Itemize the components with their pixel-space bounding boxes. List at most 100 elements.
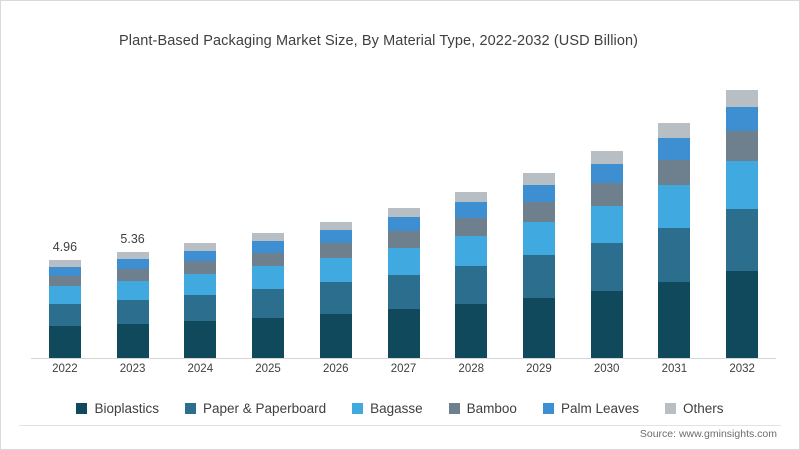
segment-bagasse-2028 [455, 235, 488, 266]
bar-2029[interactable] [522, 173, 555, 358]
segment-bioplastics-2030 [590, 290, 623, 358]
legend-label: Bioplastics [94, 400, 160, 416]
segment-paper-paperboard-2024 [184, 294, 217, 321]
bar-2025[interactable] [252, 233, 285, 358]
legend-label: Bagasse [370, 400, 423, 416]
segment-others-2031 [658, 122, 691, 139]
legend-label: Paper & Paperboard [203, 400, 327, 416]
segment-paper-paperboard-2032 [726, 209, 759, 272]
segment-bagasse-2025 [252, 266, 285, 289]
segment-others-2023 [116, 252, 149, 260]
x-tick-2022: 2022 [52, 363, 78, 375]
segment-bioplastics-2029 [522, 298, 555, 358]
segment-bagasse-2023 [116, 280, 149, 300]
segment-bamboo-2023 [116, 269, 149, 281]
segment-palm-leaves-2027 [387, 217, 420, 232]
x-tick-2029: 2029 [526, 363, 552, 375]
legend-item-bioplastics[interactable]: Bioplastics [76, 401, 159, 416]
segment-bagasse-2022 [48, 286, 81, 304]
bar-2028[interactable] [455, 191, 488, 358]
legend-swatch-palm-leaves-icon [542, 402, 554, 414]
legend-item-bamboo[interactable]: Bamboo [448, 400, 517, 416]
segment-bamboo-2027 [387, 231, 420, 248]
segment-others-2028 [455, 191, 488, 203]
segment-paper-paperboard-2028 [455, 265, 488, 305]
segment-others-2022 [48, 260, 81, 267]
x-tick-2030: 2030 [593, 363, 620, 375]
segment-bioplastics-2032 [726, 271, 759, 358]
segment-paper-paperboard-2026 [319, 282, 352, 314]
segment-paper-paperboard-2029 [522, 255, 555, 299]
segment-palm-leaves-2028 [455, 202, 488, 218]
segment-bagasse-2030 [590, 205, 623, 244]
bar-2032[interactable] [726, 89, 759, 358]
segment-paper-paperboard-2027 [387, 274, 420, 310]
legend-item-palm-leaves[interactable]: Palm Leaves [542, 401, 639, 416]
segment-bagasse-2027 [387, 247, 420, 275]
x-tick-2026: 2026 [322, 363, 349, 375]
chart-title: Plant-Based Packaging Market Size, By Ma… [119, 33, 639, 49]
legend-swatch-bagasse-icon [352, 402, 364, 414]
segment-paper-paperboard-2022 [48, 303, 81, 327]
bar-value-label-2023: 5.36 [120, 232, 145, 247]
segment-bioplastics-2026 [319, 313, 352, 358]
segment-palm-leaves-2030 [590, 163, 623, 183]
legend-item-bagasse[interactable]: Bagasse [352, 401, 423, 416]
segment-bagasse-2032 [726, 160, 759, 210]
segment-bioplastics-2028 [455, 304, 488, 358]
segment-others-2026 [319, 221, 352, 231]
x-tick-2024: 2024 [187, 363, 214, 375]
segment-bamboo-2030 [590, 182, 623, 206]
legend-swatch-others-icon [665, 402, 676, 414]
legend-swatch-bioplastics-icon [76, 402, 88, 414]
legend-label: Others [683, 400, 724, 416]
segment-palm-leaves-2032 [726, 106, 759, 132]
bar-2026[interactable] [319, 221, 352, 358]
segment-paper-paperboard-2030 [590, 243, 623, 291]
x-tick-2031: 2031 [661, 363, 688, 375]
segment-bamboo-2024 [184, 261, 217, 274]
bar-2022[interactable]: 4.96 [48, 240, 81, 358]
segment-bioplastics-2031 [658, 281, 691, 358]
legend-swatch-paper-paperboard-icon [185, 402, 197, 414]
bar-2023[interactable]: 5.36 [116, 232, 149, 358]
segment-bagasse-2031 [658, 185, 691, 228]
segment-bamboo-2032 [726, 131, 759, 161]
segment-palm-leaves-2023 [116, 259, 149, 270]
segment-paper-paperboard-2025 [252, 288, 285, 318]
segment-paper-paperboard-2031 [658, 227, 691, 282]
segment-palm-leaves-2022 [48, 266, 81, 276]
legend-item-paper-paperboard[interactable]: Paper & Paperboard [185, 401, 326, 416]
segment-others-2027 [387, 207, 420, 218]
x-tick-2028: 2028 [458, 363, 485, 375]
legend-divider [19, 425, 781, 426]
segment-bagasse-2029 [522, 222, 555, 256]
segment-others-2029 [522, 173, 555, 185]
segment-others-2025 [252, 233, 285, 242]
legend-label: Bamboo [466, 400, 517, 416]
segment-palm-leaves-2026 [319, 230, 352, 243]
x-tick-2027: 2027 [390, 363, 417, 375]
x-tick-2023: 2023 [119, 363, 146, 375]
x-tick-2032: 2032 [729, 363, 755, 375]
segment-bioplastics-2023 [116, 323, 149, 358]
segment-bamboo-2029 [522, 201, 555, 223]
segment-bamboo-2026 [319, 242, 352, 258]
segment-palm-leaves-2024 [184, 250, 217, 262]
bar-2031[interactable] [658, 122, 691, 358]
plot-area: 4.96 5.36 [31, 73, 776, 359]
bar-2027[interactable] [387, 207, 420, 358]
segment-bagasse-2024 [184, 273, 217, 295]
x-axis-baseline [31, 358, 776, 359]
bar-2024[interactable] [184, 243, 217, 358]
segment-palm-leaves-2031 [658, 138, 691, 160]
segment-bioplastics-2024 [184, 320, 217, 358]
segment-bamboo-2028 [455, 217, 488, 236]
legend-swatch-bamboo-icon [448, 402, 460, 414]
segment-bioplastics-2025 [252, 317, 285, 358]
bar-2030[interactable] [590, 150, 623, 358]
segment-others-2030 [590, 150, 623, 164]
legend-item-others[interactable]: Others [665, 401, 724, 416]
chart-legend: Bioplastics Paper & Paperboard Bagasse Bamb… [1, 397, 799, 419]
